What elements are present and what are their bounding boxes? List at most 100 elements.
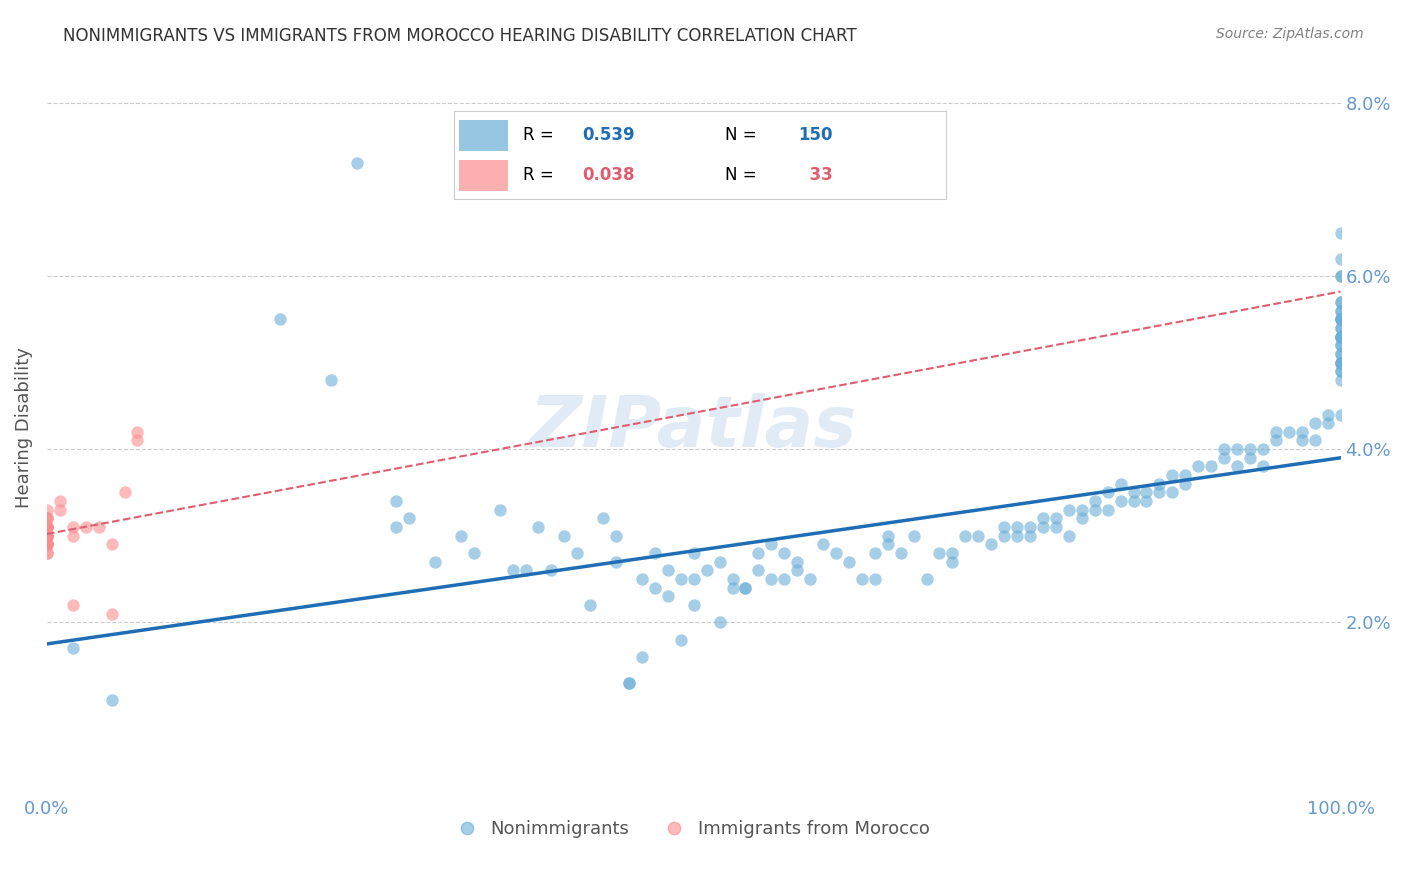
Point	[669, 572, 692, 586]
Point	[657, 563, 679, 577]
Point	[1032, 511, 1054, 525]
Point	[1329, 355, 1351, 369]
Point	[1005, 529, 1028, 543]
Point	[1329, 268, 1351, 283]
Point	[1303, 416, 1326, 430]
Point	[682, 546, 704, 560]
Point	[811, 537, 834, 551]
Point	[928, 546, 950, 560]
Point	[1174, 468, 1197, 483]
Point	[579, 598, 602, 612]
Point	[35, 546, 58, 560]
Point	[35, 529, 58, 543]
Point	[644, 546, 666, 560]
Point	[49, 502, 72, 516]
Point	[62, 520, 84, 534]
Point	[35, 511, 58, 525]
Point	[773, 546, 796, 560]
Point	[1329, 347, 1351, 361]
Point	[35, 537, 58, 551]
Point	[540, 563, 562, 577]
Point	[1005, 520, 1028, 534]
Point	[617, 676, 640, 690]
Point	[1135, 485, 1157, 500]
Point	[941, 555, 963, 569]
Point	[114, 485, 136, 500]
Point	[385, 520, 408, 534]
Point	[527, 520, 550, 534]
Point	[1329, 364, 1351, 378]
Point	[1329, 364, 1351, 378]
Point	[35, 529, 58, 543]
Point	[1316, 416, 1339, 430]
Point	[1032, 520, 1054, 534]
Point	[35, 511, 58, 525]
Point	[773, 572, 796, 586]
Point	[1199, 459, 1222, 474]
Point	[747, 563, 769, 577]
Point	[1329, 355, 1351, 369]
Point	[1174, 476, 1197, 491]
Point	[127, 425, 149, 439]
Point	[863, 572, 886, 586]
Point	[1122, 494, 1144, 508]
Point	[993, 520, 1015, 534]
Point	[709, 555, 731, 569]
Point	[1316, 408, 1339, 422]
Point	[1329, 338, 1351, 352]
Point	[87, 520, 110, 534]
Point	[1329, 408, 1351, 422]
Point	[1329, 303, 1351, 318]
Point	[35, 537, 58, 551]
Point	[1161, 468, 1184, 483]
Point	[127, 434, 149, 448]
Point	[1329, 321, 1351, 335]
Point	[1329, 329, 1351, 343]
Point	[915, 572, 938, 586]
Point	[385, 494, 408, 508]
Point	[1251, 442, 1274, 457]
Point	[631, 649, 654, 664]
Point	[35, 502, 58, 516]
Point	[1291, 425, 1313, 439]
Point	[1045, 520, 1067, 534]
Point	[682, 572, 704, 586]
Point	[1329, 226, 1351, 240]
Point	[35, 520, 58, 534]
Point	[1264, 425, 1286, 439]
Point	[1084, 502, 1107, 516]
Point	[62, 598, 84, 612]
Point	[35, 537, 58, 551]
Point	[100, 537, 122, 551]
Point	[35, 529, 58, 543]
Point	[1329, 355, 1351, 369]
Point	[423, 555, 446, 569]
Point	[35, 529, 58, 543]
Point	[1070, 511, 1092, 525]
Point	[825, 546, 848, 560]
Point	[100, 693, 122, 707]
Point	[605, 555, 627, 569]
Point	[631, 572, 654, 586]
Point	[1329, 295, 1351, 310]
Point	[734, 581, 756, 595]
Point	[62, 529, 84, 543]
Point	[346, 156, 368, 170]
Point	[35, 537, 58, 551]
Point	[1057, 502, 1080, 516]
Point	[1187, 459, 1209, 474]
Point	[1019, 529, 1042, 543]
Point	[1329, 329, 1351, 343]
Point	[321, 373, 343, 387]
Point	[1329, 321, 1351, 335]
Point	[955, 529, 977, 543]
Point	[1329, 252, 1351, 266]
Point	[463, 546, 485, 560]
Point	[1070, 502, 1092, 516]
Point	[761, 572, 783, 586]
Text: Source: ZipAtlas.com: Source: ZipAtlas.com	[1216, 27, 1364, 41]
Point	[876, 529, 898, 543]
Legend: Nonimmigrants, Immigrants from Morocco: Nonimmigrants, Immigrants from Morocco	[450, 813, 936, 846]
Point	[100, 607, 122, 621]
Point	[35, 546, 58, 560]
